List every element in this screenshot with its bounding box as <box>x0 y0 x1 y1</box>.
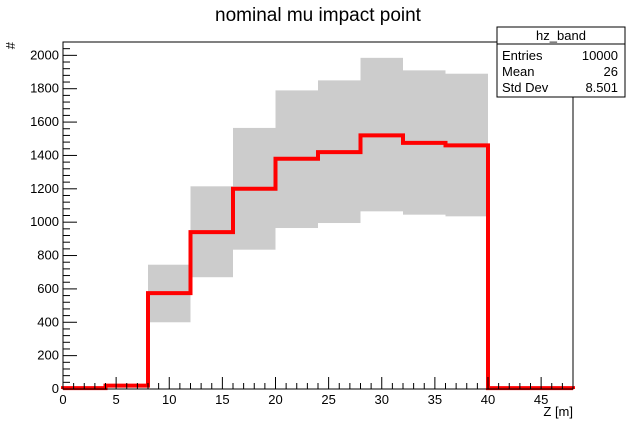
x-tick-label: 35 <box>428 392 442 407</box>
x-tick-label: 25 <box>321 392 335 407</box>
x-axis-title: Z [m] <box>543 404 573 419</box>
stats-box-frame <box>496 26 626 98</box>
x-tick-label: 20 <box>268 392 282 407</box>
stats-mean-label: Mean <box>502 64 535 79</box>
chart-title: nominal mu impact point <box>215 5 422 26</box>
stats-entries-label: Entries <box>502 48 543 63</box>
x-tick-label: 45 <box>534 392 548 407</box>
y-tick-label: 600 <box>37 281 59 296</box>
y-tick-label: 1600 <box>30 114 59 129</box>
y-tick-label: 1400 <box>30 147 59 162</box>
y-tick-label: 0 <box>52 381 59 396</box>
x-tick-label: 10 <box>162 392 176 407</box>
x-tick-label: 15 <box>215 392 229 407</box>
y-tick-label: 1000 <box>30 214 59 229</box>
stats-entries-value: 10000 <box>582 48 618 63</box>
x-tick-label: 30 <box>375 392 389 407</box>
y-tick-label: 400 <box>37 314 59 329</box>
stats-stddev-value: 8.501 <box>585 80 618 95</box>
x-tick-label: 40 <box>481 392 495 407</box>
stats-mean-value: 26 <box>604 64 618 79</box>
stats-box: hz_band Entries 10000 Mean 26 Std Dev 8.… <box>496 26 626 98</box>
x-tick-label: 0 <box>59 392 66 407</box>
y-tick-label: 800 <box>37 248 59 263</box>
y-tick-label: 2000 <box>30 47 59 62</box>
y-tick-label: 1200 <box>30 181 59 196</box>
x-axis: 0 5 10 15 20 25 30 35 40 45 <box>59 377 574 407</box>
stats-stddev-label: Std Dev <box>502 80 549 95</box>
y-axis: 0 200 400 600 800 1000 1200 1400 1600 1800 2000 <box>30 41 77 396</box>
x-tick-label: 5 <box>113 392 120 407</box>
error-bands <box>148 57 488 323</box>
stats-box-name: hz_band <box>536 28 586 43</box>
y-axis-title: # <box>3 41 18 49</box>
y-tick-label: 1800 <box>30 81 59 96</box>
y-tick-label: 200 <box>37 348 59 363</box>
